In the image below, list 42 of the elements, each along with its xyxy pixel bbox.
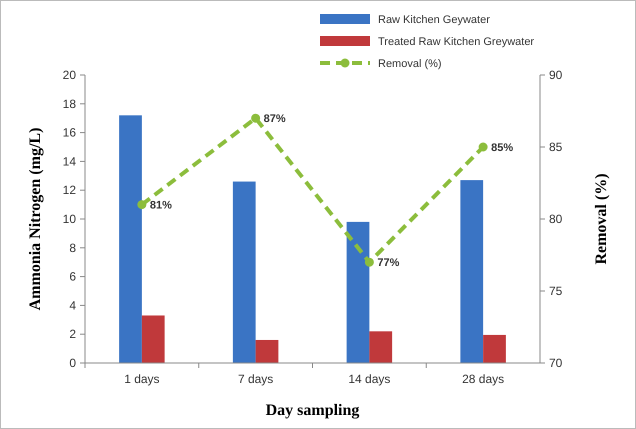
y-axis-title: Ammonia Nitrogen (mg/L)	[27, 128, 44, 310]
point	[364, 258, 374, 267]
y-tick-label: 4	[69, 298, 76, 312]
y-tick-label: 10	[62, 212, 76, 226]
y-tick-label: 16	[62, 126, 76, 140]
point	[137, 200, 146, 210]
y-tick-label: 8	[69, 240, 76, 255]
y2-tick-label: 75	[549, 284, 563, 298]
x-axis-title: Day sampling	[266, 402, 360, 419]
point	[251, 114, 260, 123]
x-tick-label: 28 days	[462, 372, 504, 386]
x-tick-label: 1 days	[124, 372, 160, 386]
bar	[256, 340, 278, 363]
data-label: 81%	[150, 200, 172, 212]
y2-tick-label: 85	[549, 140, 563, 154]
bar	[460, 180, 484, 363]
bar	[369, 331, 392, 363]
y2-tick-label: 70	[549, 356, 563, 370]
y-tick-label: 20	[62, 68, 76, 82]
bar	[142, 315, 165, 363]
y2-tick-label: 90	[549, 68, 563, 82]
y-tick-label: 18	[62, 96, 76, 111]
y-tick-label: 0	[69, 356, 76, 370]
y-tick-label: 2	[69, 327, 76, 342]
legend-label: Raw Kitchen Geywater	[378, 14, 490, 26]
y2-axis-title: Removal (%)	[593, 173, 610, 265]
bar	[483, 334, 506, 363]
x-tick-label: 14 days	[348, 372, 390, 386]
x-tick-label: 7 days	[238, 372, 274, 386]
data-label: 85%	[491, 142, 514, 154]
y2-tick-label: 80	[549, 212, 563, 226]
bar	[346, 222, 370, 363]
data-label: 77%	[377, 257, 400, 270]
y-tick-label: 6	[69, 270, 76, 284]
point	[478, 142, 488, 152]
y-tick-label: 12	[62, 183, 76, 198]
legend-label: Treated Raw Kitchen Greywater	[378, 36, 534, 48]
legend-label: Removal (%)	[378, 58, 442, 70]
bar	[119, 115, 142, 363]
data-label: 87%	[264, 113, 286, 126]
y-tick-label: 14	[62, 154, 76, 168]
bar	[232, 182, 256, 363]
